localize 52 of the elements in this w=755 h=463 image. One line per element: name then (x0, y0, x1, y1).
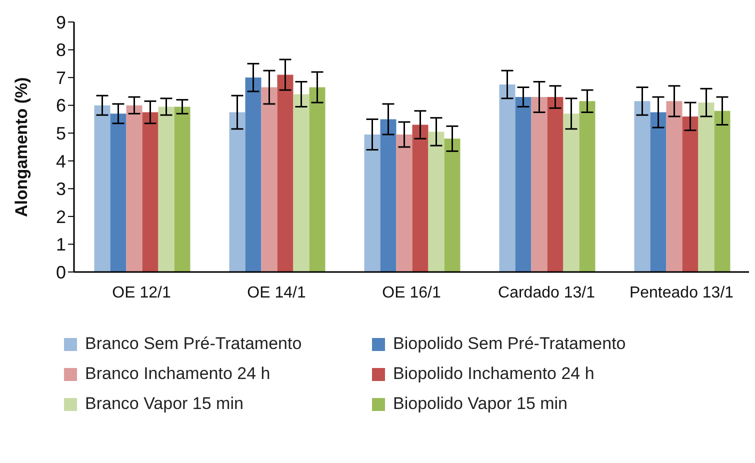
bar (110, 114, 126, 272)
legend-label: Biopolido Sem Pré-Tratamento (393, 334, 626, 354)
x-tick-label: Cardado 13/1 (498, 284, 596, 302)
x-tick-label: OE 16/1 (382, 284, 441, 302)
y-tick-label: 9 (56, 12, 66, 32)
bar (309, 87, 326, 272)
x-tick-label: Penteado 13/1 (629, 284, 734, 302)
bar (412, 124, 428, 272)
bar (515, 97, 532, 272)
bar (126, 105, 142, 272)
bar (245, 78, 262, 272)
bar (563, 114, 580, 272)
y-tick-label: 5 (56, 124, 66, 144)
bar (229, 112, 246, 272)
bar (499, 84, 516, 272)
bar (158, 106, 174, 272)
bar (174, 106, 190, 272)
y-tick-label: 3 (56, 179, 66, 200)
bar (380, 119, 396, 272)
y-tick-label: 1 (56, 234, 66, 255)
bar (579, 101, 596, 272)
y-tick-label: 6 (56, 96, 66, 116)
bar (531, 97, 548, 272)
bar (396, 134, 412, 272)
bar (666, 101, 682, 272)
bar (142, 112, 158, 272)
bar (293, 94, 310, 272)
bar (547, 97, 564, 272)
bar (261, 87, 278, 272)
y-tick-label: 7 (56, 68, 66, 88)
bar (650, 112, 666, 272)
bar (634, 101, 650, 272)
x-tick-label: OE 12/1 (112, 284, 171, 302)
legend-label: Biopolido Vapor 15 min (393, 394, 568, 414)
y-tick-label: 4 (56, 151, 66, 172)
bar (277, 74, 294, 272)
bar (94, 105, 110, 272)
bar (428, 132, 444, 272)
bar (682, 116, 698, 272)
y-tick-label: 2 (56, 206, 66, 227)
bar (444, 138, 460, 272)
y-tick-label: 8 (56, 40, 66, 60)
legend-label: Branco Sem Pré-Tratamento (85, 334, 302, 354)
bar (364, 134, 380, 272)
bar (714, 110, 730, 272)
legend-label: Biopolido Inchamento 24 h (393, 364, 594, 384)
legend-label: Branco Inchamento 24 h (85, 364, 270, 384)
y-tick-label: 0 (56, 262, 66, 282)
bar (698, 102, 714, 272)
y-axis-title: Alongamento (%) (12, 77, 32, 217)
x-tick-label: OE 14/1 (247, 284, 306, 302)
legend-label: Branco Vapor 15 min (85, 394, 244, 414)
